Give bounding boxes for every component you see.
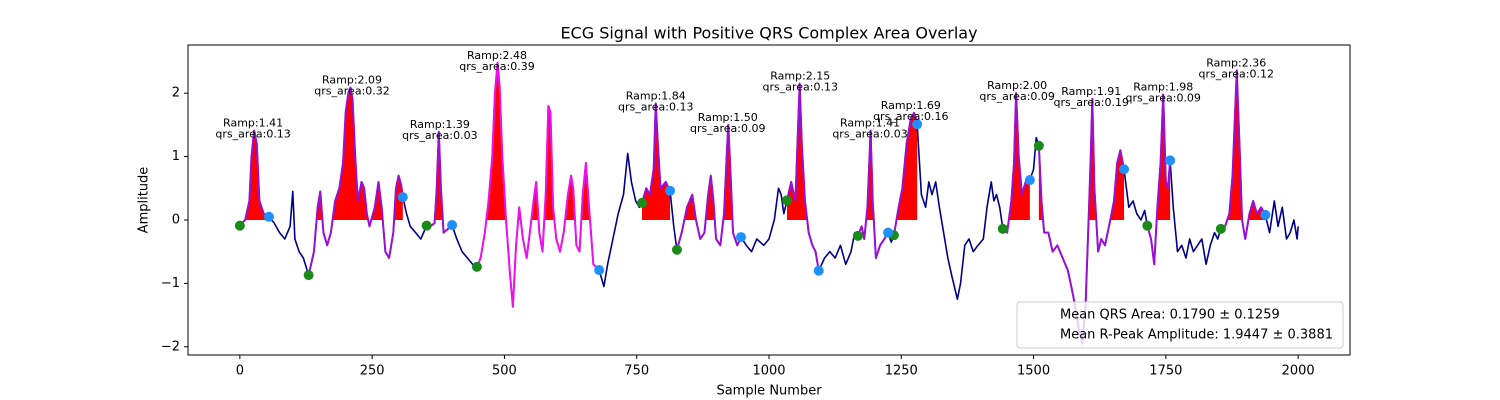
qrs-segment (1220, 69, 1267, 240)
qrs-segment (1002, 92, 1031, 234)
offset-marker (1024, 175, 1035, 186)
x-tick-label: 1000 (752, 364, 785, 379)
plot-area (234, 61, 1299, 345)
onset-marker (303, 270, 314, 281)
x-tick-label: 0 (236, 364, 244, 379)
r-peak-label: Ramp:1.50 (698, 111, 758, 124)
r-peak-label: Ramp:1.84 (626, 89, 686, 102)
qrs-segment (786, 82, 820, 271)
r-peak-label: Ramp:1.41 (840, 117, 900, 130)
y-tick-label: 1 (172, 149, 180, 164)
qrs-area-label: qrs_area:0.16 (873, 110, 948, 123)
chart-title: ECG Signal with Positive QRS Complex Are… (560, 24, 977, 43)
r-peak-label: Ramp:1.91 (1061, 85, 1121, 98)
onset-marker (234, 220, 245, 231)
x-tick-label: 500 (492, 364, 517, 379)
onset-marker (1033, 140, 1044, 151)
onset-marker (421, 220, 432, 231)
qrs-area (642, 103, 671, 220)
qrs-area-label: qrs_area:0.03 (832, 128, 907, 141)
qrs-segment (1146, 93, 1172, 266)
qrs-area-label: qrs_area:0.32 (314, 84, 389, 97)
onset-marker (997, 223, 1008, 234)
qrs-area (239, 130, 269, 220)
r-peak-label: Ramp:2.36 (1206, 56, 1266, 69)
qrs-area (1002, 93, 1030, 220)
legend-box (1016, 301, 1344, 349)
offset-marker (665, 185, 676, 196)
y-axis-label: Amplitude (137, 167, 152, 234)
qrs-area-label: qrs_area:0.12 (1198, 67, 1273, 80)
x-tick-label: 2000 (1282, 364, 1315, 379)
r-peak-label: Ramp:1.69 (881, 99, 941, 112)
x-tick-label: 1750 (1149, 364, 1182, 379)
r-peak-label: Ramp:2.00 (987, 79, 1047, 92)
qrs-segment (892, 111, 919, 236)
offset-marker (1260, 209, 1271, 220)
qrs-segment (426, 130, 453, 234)
r-peak-label: Ramp:1.98 (1133, 80, 1193, 93)
legend-entry: Mean QRS Area: 0.1790 ± 0.1259 (1060, 308, 1280, 323)
x-tick-label: 1250 (885, 364, 918, 379)
legend-entry: Mean R-Peak Amplitude: 1.9447 ± 0.3881 (1060, 328, 1333, 343)
r-peak-label: Ramp:1.41 (223, 117, 283, 130)
qrs-area-label: qrs_area:0.03 (402, 129, 477, 142)
qrs-area-label: qrs_area:0.09 (979, 90, 1054, 103)
qrs-area (426, 131, 453, 220)
qrs-segment (239, 129, 270, 227)
qrs-area-label: qrs_area:0.13 (215, 128, 290, 141)
offset-marker (1165, 155, 1176, 166)
offset-marker (594, 265, 605, 276)
r-peak-label: Ramp:1.39 (410, 118, 470, 131)
x-tick-label: 1500 (1017, 364, 1050, 379)
qrs-segment (856, 129, 889, 260)
y-tick-label: 0 (172, 212, 180, 227)
qrs-area-label: qrs_area:0.09 (1125, 91, 1200, 104)
offset-marker (912, 119, 923, 130)
onset-marker (637, 197, 648, 208)
offset-marker (263, 211, 274, 222)
qrs-segment (307, 86, 404, 276)
qrs-area-label: qrs_area:0.13 (762, 81, 837, 94)
y-tick-label: −1 (161, 276, 180, 291)
onset-marker (781, 195, 792, 206)
offset-marker (883, 227, 894, 238)
y-tick-label: −2 (161, 339, 180, 354)
y-tick-label: 2 (172, 86, 180, 101)
onset-marker (1215, 223, 1226, 234)
r-peak-label: Ramp:2.48 (467, 49, 527, 62)
offset-marker (1119, 164, 1130, 175)
qrs-area-label: qrs_area:0.39 (459, 60, 534, 73)
r-peak-label: Ramp:2.09 (322, 73, 382, 86)
qrs-segment (641, 102, 671, 204)
qrs-segment (475, 61, 600, 308)
onset-marker (671, 244, 682, 255)
qrs-segment (675, 123, 742, 251)
qrs-area-label: qrs_area:0.13 (618, 100, 693, 113)
x-tick-label: 750 (624, 364, 649, 379)
onset-marker (852, 230, 863, 241)
onset-marker (471, 261, 482, 272)
offset-marker (735, 232, 746, 243)
x-axis-label: Sample Number (716, 384, 822, 399)
qrs-area (893, 112, 918, 220)
legend: Mean QRS Area: 0.1790 ± 0.1259 Mean R-Pea… (1016, 301, 1344, 349)
qrs-area-label: qrs_area:0.09 (690, 122, 765, 135)
plot-frame (187, 44, 1351, 356)
qrs-area-label: qrs_area:0.19 (1054, 96, 1129, 109)
offset-marker (447, 220, 458, 231)
x-tick-label: 250 (360, 364, 385, 379)
qrs-area (1038, 98, 1125, 220)
offset-marker (397, 192, 408, 203)
offset-marker (813, 265, 824, 276)
qrs-area (1147, 94, 1171, 220)
r-peak-label: Ramp:2.15 (770, 70, 830, 83)
qrs-segment (1037, 97, 1126, 345)
qrs-area (786, 83, 819, 220)
onset-marker (1142, 220, 1153, 231)
